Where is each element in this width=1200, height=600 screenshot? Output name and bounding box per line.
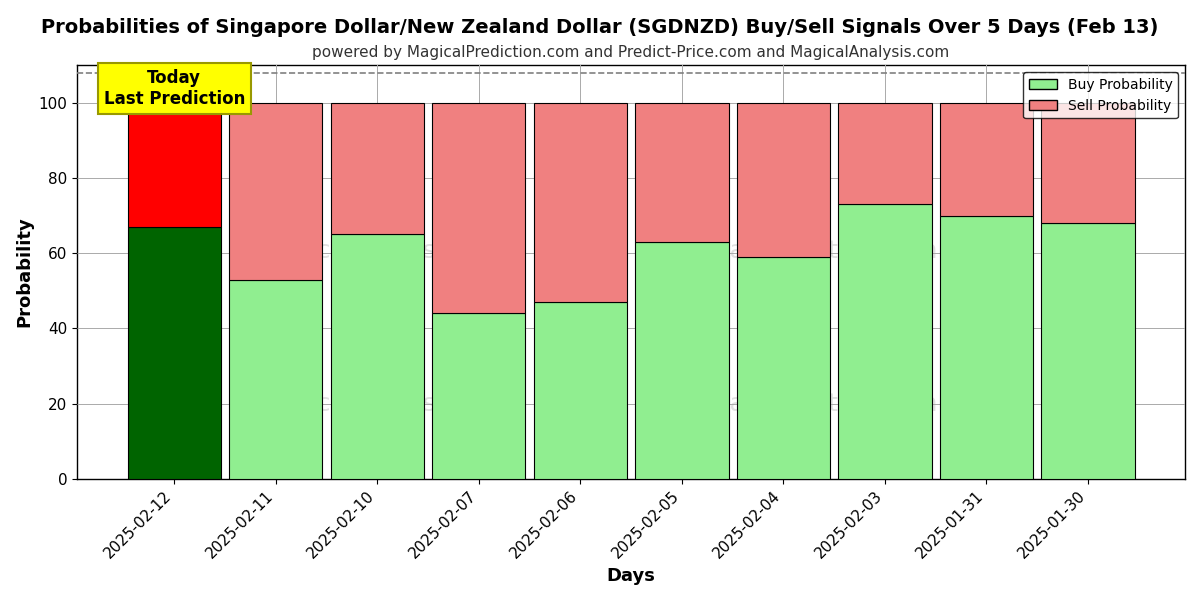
Bar [737, 257, 830, 479]
Bar [127, 227, 221, 479]
Bar [838, 103, 931, 205]
Legend: Buy Probability, Sell Probability: Buy Probability, Sell Probability [1024, 72, 1178, 118]
Bar [534, 302, 628, 479]
Text: Today
Last Prediction: Today Last Prediction [103, 69, 245, 108]
Text: MagicalAnalysis.com: MagicalAnalysis.com [257, 239, 517, 263]
Bar [1042, 223, 1135, 479]
Bar [229, 280, 323, 479]
Bar [635, 103, 728, 242]
Bar [838, 205, 931, 479]
Text: MagicalPrediction.com: MagicalPrediction.com [656, 392, 938, 416]
Bar [432, 103, 526, 313]
X-axis label: Days: Days [607, 567, 655, 585]
Y-axis label: Probability: Probability [14, 217, 32, 328]
Text: MagicalAnalysis.com: MagicalAnalysis.com [257, 392, 517, 416]
Bar [940, 103, 1033, 215]
Bar [330, 235, 424, 479]
Bar [432, 313, 526, 479]
Text: Probabilities of Singapore Dollar/New Zealand Dollar (SGDNZD) Buy/Sell Signals O: Probabilities of Singapore Dollar/New Ze… [41, 18, 1159, 37]
Bar [330, 103, 424, 235]
Text: MagicalPrediction.com: MagicalPrediction.com [656, 239, 938, 263]
Bar [635, 242, 728, 479]
Bar [1042, 103, 1135, 223]
Bar [127, 103, 221, 227]
Title: powered by MagicalPrediction.com and Predict-Price.com and MagicalAnalysis.com: powered by MagicalPrediction.com and Pre… [312, 45, 949, 60]
Bar [229, 103, 323, 280]
Bar [737, 103, 830, 257]
Bar [940, 215, 1033, 479]
Bar [534, 103, 628, 302]
